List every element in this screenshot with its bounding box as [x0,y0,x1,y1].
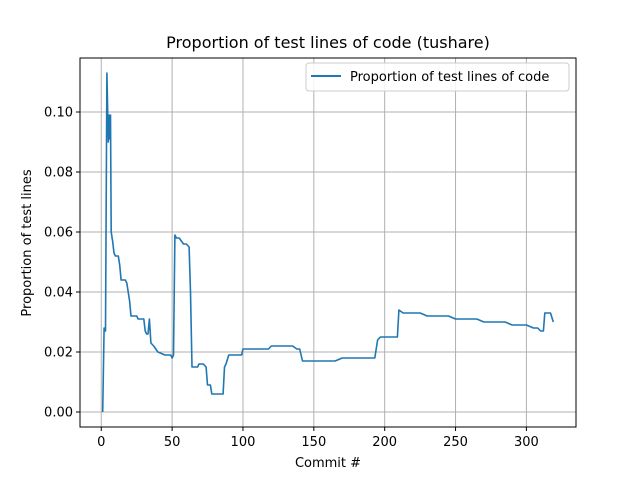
y-tick-label: 0.06 [44,226,73,241]
y-tick-label: 0.08 [44,166,73,181]
plot-frame [79,57,577,428]
legend-label: Proportion of test lines of code [350,70,549,85]
y-tick-label: 0.02 [44,346,73,361]
grid [80,58,576,427]
y-tick-label: 0.04 [44,286,73,301]
x-tick-label: 150 [301,435,326,450]
series-layer [101,72,555,413]
y-tick-label: 0.10 [44,106,73,121]
y-axis: 0.00 0.02 0.04 0.06 0.08 0.10 [44,106,80,421]
x-tick-label: 0 [97,435,105,450]
x-axis-label: Commit # [295,456,361,471]
chart-title: Proportion of test lines of code (tushar… [166,33,490,52]
y-tick-label: 0.00 [44,406,73,421]
x-tick-label: 100 [231,435,256,450]
x-tick-label: 300 [514,435,539,450]
x-tick-label: 250 [443,435,468,450]
y-axis-label: Proportion of test lines [20,169,35,316]
series-line [101,72,555,413]
legend-box [305,62,570,92]
x-tick-label: 200 [372,435,397,450]
legend: Proportion of test lines of code [305,62,570,92]
x-tick-label: 50 [164,435,181,450]
x-axis: 0 50 100 150 200 250 300 [97,427,539,450]
